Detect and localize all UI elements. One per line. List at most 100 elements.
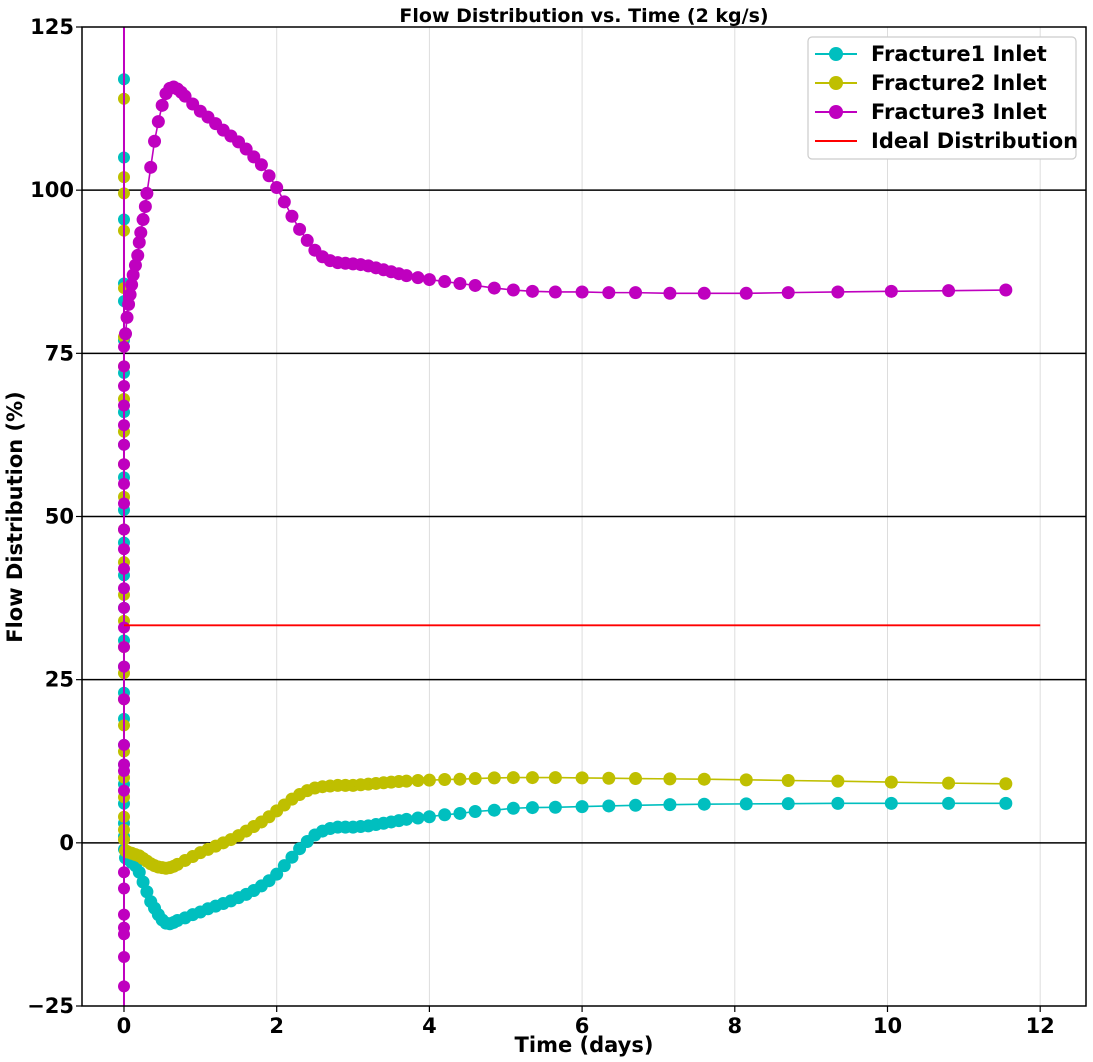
legend-label: Fracture2 Inlet	[871, 71, 1047, 95]
data-point	[399, 812, 413, 826]
data-point	[117, 438, 130, 451]
data-point	[138, 199, 152, 213]
data-point	[781, 774, 795, 788]
data-point	[117, 360, 130, 373]
data-point	[525, 801, 539, 815]
y-tick-label: −25	[27, 994, 74, 1018]
data-point	[126, 268, 140, 282]
data-point	[999, 283, 1013, 297]
data-point	[629, 798, 643, 812]
data-point	[884, 284, 898, 298]
data-point	[117, 784, 130, 797]
data-point	[277, 195, 291, 209]
data-point	[117, 458, 130, 471]
x-tick-label: 2	[269, 1014, 284, 1038]
x-axis-title: Time (days)	[515, 1033, 654, 1057]
legend-label: Ideal Distribution	[871, 129, 1078, 153]
data-point	[468, 772, 482, 786]
data-point	[831, 774, 845, 788]
data-point	[117, 951, 130, 964]
data-point	[602, 799, 616, 813]
data-point	[575, 800, 589, 814]
data-point	[999, 777, 1013, 791]
data-point	[151, 115, 165, 129]
data-point	[117, 582, 130, 595]
data-point	[468, 278, 482, 292]
data-point	[117, 601, 130, 614]
data-point	[134, 226, 148, 240]
data-point	[128, 258, 142, 272]
data-point	[117, 908, 130, 921]
legend-item: Ideal Distribution	[815, 129, 1078, 153]
legend-swatch-marker	[829, 76, 843, 90]
data-point	[140, 885, 154, 899]
data-point	[117, 399, 130, 412]
data-point	[117, 562, 130, 575]
data-point	[739, 797, 753, 811]
data-point	[399, 269, 413, 283]
data-point	[131, 248, 145, 262]
legend: Fracture1 Inlet Fracture2 Inlet Fracture3 …	[807, 36, 1078, 160]
data-point	[663, 772, 677, 786]
legend-item: Fracture1 Inlet	[815, 42, 1047, 66]
data-point	[663, 286, 677, 300]
series-3	[117, 27, 1013, 1006]
data-point	[411, 271, 425, 285]
data-point	[117, 738, 130, 751]
series-1	[117, 73, 1013, 931]
data-point	[884, 796, 898, 810]
data-point	[942, 796, 956, 810]
data-point	[117, 660, 130, 673]
data-point	[781, 797, 795, 811]
data-point	[270, 181, 284, 195]
x-tick-label: 4	[422, 1014, 437, 1038]
data-point	[117, 758, 130, 771]
x-tick-label: 12	[1026, 1014, 1055, 1038]
data-point	[293, 222, 307, 236]
data-point	[575, 285, 589, 299]
data-point	[548, 285, 562, 299]
data-point	[136, 213, 150, 227]
y-axis-title: Flow Distribution (%)	[3, 391, 27, 643]
data-point	[438, 275, 452, 289]
data-point	[506, 283, 520, 297]
data-point	[117, 866, 130, 879]
data-point	[884, 775, 898, 789]
data-point	[663, 798, 677, 812]
legend-items: Fracture1 Inlet Fracture2 Inlet Fracture3 …	[815, 42, 1078, 153]
legend-item: Fracture3 Inlet	[815, 100, 1047, 124]
data-point	[132, 235, 146, 249]
data-point	[117, 497, 130, 510]
data-point	[438, 808, 452, 822]
data-point	[629, 286, 643, 300]
data-point	[525, 284, 539, 298]
y-tick-label: 75	[45, 341, 74, 365]
data-point	[697, 797, 711, 811]
data-point	[999, 796, 1013, 810]
data-point	[506, 771, 520, 785]
data-point	[270, 867, 284, 881]
data-point	[117, 543, 130, 556]
data-point	[942, 284, 956, 298]
data-point	[117, 980, 130, 993]
data-point	[453, 276, 467, 290]
data-point	[399, 774, 413, 788]
chart-title: Flow Distribution vs. Time (2 kg/s)	[399, 5, 768, 27]
data-point	[140, 186, 154, 200]
x-tick-label: 6	[575, 1014, 590, 1038]
data-point	[411, 774, 425, 788]
data-point	[285, 850, 299, 864]
data-point	[117, 882, 130, 895]
x-tick-label: 0	[117, 1014, 132, 1038]
data-point	[120, 310, 134, 324]
data-point	[119, 327, 133, 341]
data-point	[300, 233, 314, 247]
data-point	[942, 776, 956, 790]
legend-label: Fracture1 Inlet	[871, 42, 1047, 66]
legend-swatch-marker	[829, 47, 843, 61]
legend-swatch-marker	[829, 105, 843, 119]
data-point	[487, 771, 501, 785]
data-point	[117, 621, 130, 634]
data-point	[117, 641, 130, 654]
